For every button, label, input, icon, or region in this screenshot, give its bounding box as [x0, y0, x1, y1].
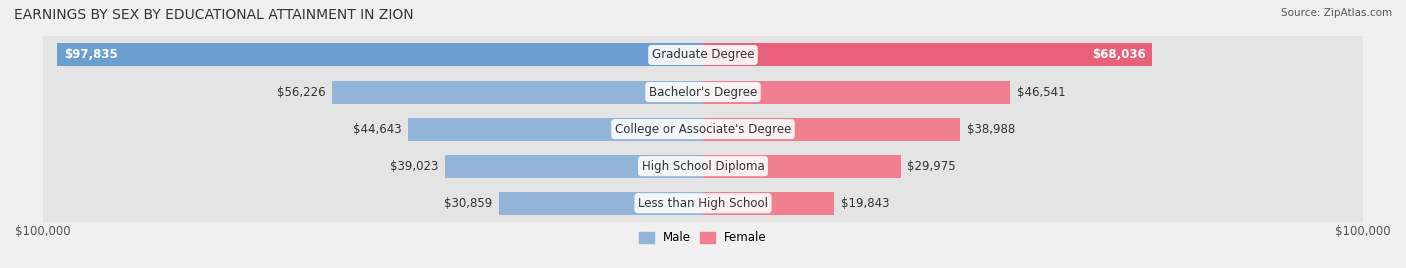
Bar — [703, 192, 834, 215]
Text: $97,835: $97,835 — [63, 49, 118, 61]
Text: $44,643: $44,643 — [353, 122, 402, 136]
Text: Bachelor's Degree: Bachelor's Degree — [650, 85, 756, 99]
Bar — [408, 118, 703, 141]
Bar — [42, 111, 1364, 148]
Bar — [703, 118, 960, 141]
Text: $29,975: $29,975 — [907, 160, 956, 173]
Bar — [499, 192, 703, 215]
Text: Less than High School: Less than High School — [638, 197, 768, 210]
Text: $46,541: $46,541 — [1017, 85, 1066, 99]
Text: $30,859: $30,859 — [444, 197, 492, 210]
Text: Graduate Degree: Graduate Degree — [652, 49, 754, 61]
Bar — [703, 81, 1011, 103]
Bar — [703, 155, 901, 178]
Bar — [332, 81, 703, 103]
Text: Source: ZipAtlas.com: Source: ZipAtlas.com — [1281, 8, 1392, 18]
Text: High School Diploma: High School Diploma — [641, 160, 765, 173]
Legend: Male, Female: Male, Female — [634, 227, 772, 249]
Text: College or Associate's Degree: College or Associate's Degree — [614, 122, 792, 136]
Text: $56,226: $56,226 — [277, 85, 325, 99]
Bar — [42, 36, 1364, 73]
Bar — [42, 73, 1364, 111]
Bar — [42, 185, 1364, 222]
Text: $39,023: $39,023 — [391, 160, 439, 173]
Bar — [446, 155, 703, 178]
Text: $38,988: $38,988 — [967, 122, 1015, 136]
Bar — [58, 43, 703, 66]
Text: $68,036: $68,036 — [1092, 49, 1146, 61]
Bar — [42, 148, 1364, 185]
Text: $19,843: $19,843 — [841, 197, 889, 210]
Bar — [703, 43, 1152, 66]
Text: EARNINGS BY SEX BY EDUCATIONAL ATTAINMENT IN ZION: EARNINGS BY SEX BY EDUCATIONAL ATTAINMEN… — [14, 8, 413, 22]
